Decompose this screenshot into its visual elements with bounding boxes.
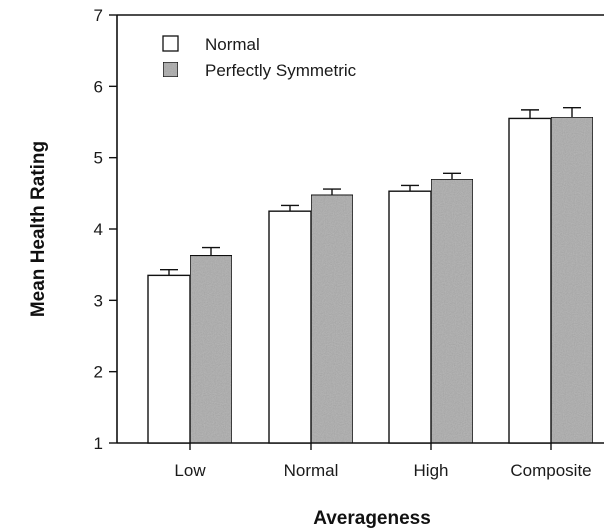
bar-normal <box>147 274 191 444</box>
legend-swatch-normal <box>162 35 179 52</box>
bar-perfectly-symmetric <box>310 194 354 444</box>
plot-area: 1 2 3 4 5 6 7 Low Normal High Composite Normal Perfe… <box>94 6 604 480</box>
bar-perfectly-symmetric <box>550 116 594 444</box>
y-tick-label: 6 <box>94 77 103 96</box>
y-tick-label: 5 <box>94 149 103 168</box>
y-tick-label: 7 <box>94 6 103 25</box>
y-tick-label: 3 <box>94 291 103 310</box>
bar-perfectly-symmetric <box>430 178 474 444</box>
y-axis-title: Mean Health Rating <box>28 141 49 317</box>
bar-normal <box>508 117 552 444</box>
bar-perfectly-symmetric <box>189 254 233 444</box>
x-tick-label-normal: Normal <box>284 461 339 480</box>
legend-label-normal: Normal <box>205 35 260 54</box>
y-tick-label: 2 <box>94 363 103 382</box>
bar-normal <box>388 190 432 444</box>
legend-swatch-perfectly-symmetric <box>162 61 179 78</box>
y-tick-label: 1 <box>94 434 103 453</box>
bar-normal <box>268 210 312 444</box>
legend-label-perfectly-symmetric: Perfectly Symmetric <box>205 61 357 80</box>
y-tick-label: 4 <box>94 220 103 239</box>
x-tick-label-low: Low <box>174 461 206 480</box>
x-tick-label-composite: Composite <box>510 461 591 480</box>
x-axis-title: Averageness <box>313 508 431 529</box>
x-tick-label-high: High <box>414 461 449 480</box>
